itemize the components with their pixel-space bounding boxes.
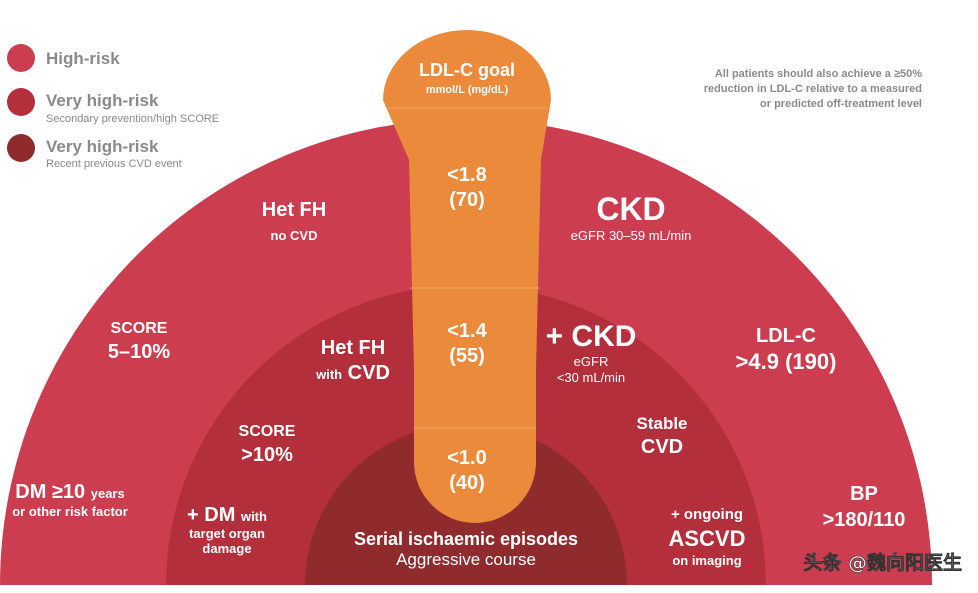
legend-label-recent-event: Very high-risk: [46, 137, 159, 156]
outer-ldlc-title: LDL-C: [756, 325, 816, 347]
middle-dm-sub-1: target organ: [189, 526, 265, 541]
middle-ascvd-1: + ongoing: [671, 506, 743, 523]
goal-recent-value: <1.0: [447, 447, 486, 469]
middle-dm-sub-2: damage: [202, 541, 251, 556]
legend-swatch-very-high-risk: [7, 88, 35, 116]
middle-hetfh-title: Het FH: [321, 337, 385, 359]
note-line-1: All patients should also achieve a ≥50%: [715, 68, 922, 80]
outer-bp-title: BP: [850, 483, 878, 505]
legend-sub-very-high-risk: Secondary prevention/high SCORE: [46, 113, 219, 125]
inner-line-1: Serial ischaemic episodes: [354, 529, 578, 549]
middle-ascvd-2: ASCVD: [668, 526, 745, 551]
outer-dm-main: DM ≥10 years: [15, 481, 124, 503]
goal-recent-mgdl: (40): [449, 472, 485, 494]
middle-ckd-sub-1: eGFR: [574, 354, 609, 369]
legend-label-high-risk: High-risk: [46, 49, 120, 68]
middle-stable-2: CVD: [641, 436, 683, 458]
middle-ascvd-3: on imaging: [672, 553, 741, 568]
middle-hetfh-sub: with CVD: [315, 362, 390, 384]
note-line-3: or predicted off-treatment level: [760, 98, 922, 110]
middle-ckd-sub-2: <30 mL/min: [557, 370, 625, 385]
note-line-2: reduction in LDL-C relative to a measure…: [704, 83, 922, 95]
outer-score-value: 5–10%: [108, 341, 170, 363]
goal-unit: mmol/L (mg/dL): [426, 84, 509, 96]
middle-dm-main: + DM with: [187, 504, 267, 526]
outer-dm-sub: or other risk factor: [12, 504, 128, 519]
outer-score-title: SCORE: [111, 320, 168, 337]
outer-ckd-sub: eGFR 30–59 mL/min: [571, 228, 692, 243]
middle-stable-1: Stable: [636, 414, 687, 433]
goal-high-value: <1.8: [447, 164, 486, 186]
middle-score-value: >10%: [241, 444, 293, 466]
outer-bp-value: >180/110: [823, 509, 906, 531]
watermark-text: 头条 @魏向阳医生: [803, 551, 962, 574]
inner-line-2: Aggressive course: [396, 550, 536, 569]
legend-label-very-high-risk: Very high-risk: [46, 91, 159, 110]
ldl-goal-bar: [383, 30, 551, 523]
reduction-note: All patients should also achieve a ≥50% …: [704, 68, 922, 110]
outer-ldlc-value: >4.9 (190): [736, 349, 837, 374]
goal-high-mgdl: (70): [449, 189, 485, 211]
goal-very-high-mgdl: (55): [449, 345, 485, 367]
legend-swatch-high-risk: [7, 44, 35, 72]
goal-title: LDL-C goal: [419, 60, 515, 80]
legend-swatch-recent-event: [7, 134, 35, 162]
legend-sub-recent-event: Recent previous CVD event: [46, 158, 182, 170]
outer-ckd-title: CKD: [596, 191, 665, 227]
outer-hetfh-title: Het FH: [262, 199, 326, 221]
goal-very-high-value: <1.4: [447, 320, 487, 342]
outer-hetfh-sub: no CVD: [271, 228, 318, 243]
middle-score-title: SCORE: [239, 423, 296, 440]
middle-ckd-title: + CKD: [546, 320, 637, 353]
